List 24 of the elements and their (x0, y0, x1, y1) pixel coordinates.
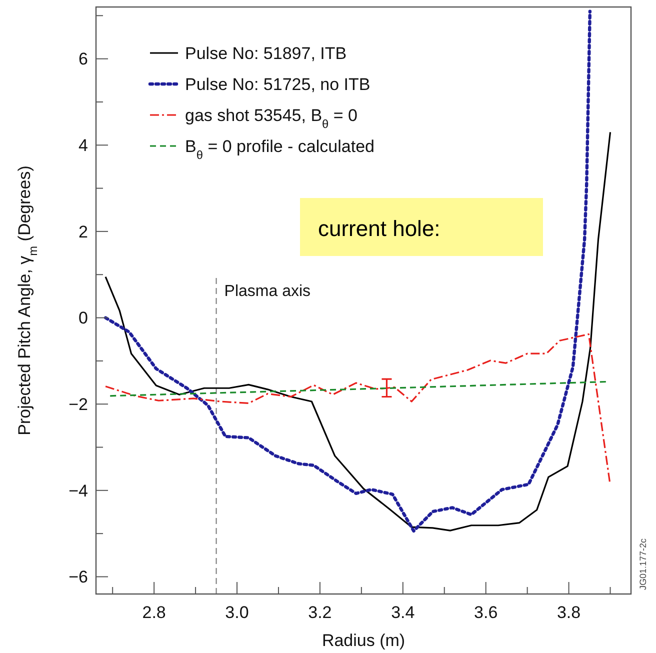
annotation: current hole: (318, 216, 440, 241)
x-tick-label: 3.4 (391, 603, 415, 622)
legend-label: Pulse No: 51897, ITB (185, 44, 347, 63)
y-tick-label: 2 (78, 222, 88, 242)
legend-label: B$_{θ}$ = 0 profile - calculated (185, 136, 374, 162)
line-series (104, 131, 612, 532)
x-tick-label: 3.0 (225, 603, 249, 622)
line-series (104, 10, 592, 533)
legend-label: gas shot 53545, B$_{θ}$ = 0 (185, 106, 358, 131)
ref-line-label: Plasma axis (224, 283, 311, 300)
y-tick-label: 4 (78, 136, 88, 156)
x-tick-label: 2.8 (142, 603, 166, 622)
y-tick-label: −2 (68, 395, 88, 414)
y-tick-label: −6 (68, 568, 88, 587)
y-tick-label: 6 (78, 50, 88, 69)
x-tick-label: 3.2 (308, 603, 332, 622)
y-tick-label: 0 (78, 308, 88, 328)
x-axis-title: Radius (m) (322, 631, 406, 650)
line-series (104, 333, 611, 484)
y-tick-label: −4 (68, 481, 88, 500)
text: JG01.177-2c (638, 538, 648, 590)
x-tick-label: 3.8 (556, 603, 581, 622)
x-tick-label: 3.6 (474, 603, 498, 622)
legend-label: Pulse No: 51725, no ITB (185, 74, 370, 94)
